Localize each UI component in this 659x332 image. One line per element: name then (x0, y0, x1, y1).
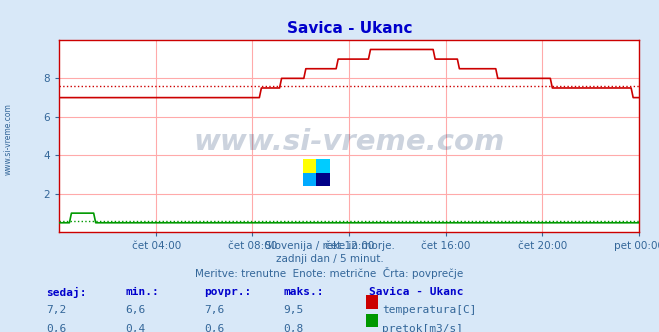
Bar (316, 173, 330, 186)
Text: www.si-vreme.com: www.si-vreme.com (3, 104, 13, 175)
Text: 0,4: 0,4 (125, 324, 146, 332)
Text: povpr.:: povpr.: (204, 287, 252, 297)
Text: maks.:: maks.: (283, 287, 324, 297)
Text: Slovenija / reke in morje.: Slovenija / reke in morje. (264, 241, 395, 251)
Title: Savica - Ukanc: Savica - Ukanc (287, 21, 412, 36)
Text: www.si-vreme.com: www.si-vreme.com (194, 128, 505, 156)
Text: sedaj:: sedaj: (46, 287, 86, 298)
Text: Meritve: trenutne  Enote: metrične  Črta: povprečje: Meritve: trenutne Enote: metrične Črta: … (195, 267, 464, 279)
Bar (303, 173, 316, 186)
Text: 7,6: 7,6 (204, 305, 225, 315)
Text: pretok[m3/s]: pretok[m3/s] (382, 324, 463, 332)
Text: zadnji dan / 5 minut.: zadnji dan / 5 minut. (275, 254, 384, 264)
Text: min.:: min.: (125, 287, 159, 297)
Text: 0,6: 0,6 (46, 324, 67, 332)
Text: 0,6: 0,6 (204, 324, 225, 332)
Text: Savica - Ukanc: Savica - Ukanc (369, 287, 463, 297)
Text: 6,6: 6,6 (125, 305, 146, 315)
Text: temperatura[C]: temperatura[C] (382, 305, 476, 315)
Bar (303, 159, 316, 173)
Bar (316, 159, 330, 173)
Text: 0,8: 0,8 (283, 324, 304, 332)
Text: 7,2: 7,2 (46, 305, 67, 315)
Text: 9,5: 9,5 (283, 305, 304, 315)
